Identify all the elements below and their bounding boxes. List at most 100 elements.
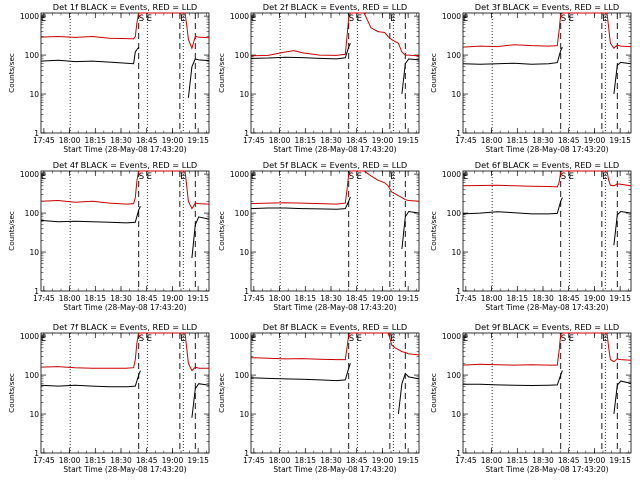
y-tick-label: 1 bbox=[244, 129, 249, 138]
chart-title: Det 1f BLACK = Events, RED = LLD bbox=[53, 2, 197, 12]
x-tick-label: 19:00 bbox=[372, 136, 394, 145]
x-tick-label: 19:15 bbox=[397, 136, 419, 145]
x-axis-label: Start Time (28-May-08 17:43:20) bbox=[273, 145, 396, 154]
x-axis-label: Start Time (28-May-08 17:43:20) bbox=[273, 303, 396, 312]
x-tick-label: 18:45 bbox=[136, 136, 158, 145]
x-tick-label: 17:45 bbox=[243, 456, 265, 465]
chart-panel-9: Det 9f BLACK = Events, RED = LLD 1 10 100 10… bbox=[429, 322, 632, 474]
event-marker-label: E bbox=[41, 172, 46, 182]
event-marker-label: E bbox=[569, 172, 574, 182]
plot-frame bbox=[462, 332, 632, 454]
x-tick-label: 18:45 bbox=[558, 136, 580, 145]
series-events-line bbox=[250, 43, 420, 95]
y-tick-label: 10 bbox=[29, 410, 39, 419]
x-tick-label: 18:45 bbox=[346, 136, 368, 145]
event-marker-label: S bbox=[139, 172, 144, 182]
event-marker-label: E bbox=[390, 172, 395, 182]
y-axis-label: Counts/sec bbox=[429, 373, 438, 413]
event-marker-label: E bbox=[147, 172, 152, 182]
x-tick-label: 19:15 bbox=[609, 294, 631, 303]
x-tick-label: 17:45 bbox=[455, 136, 477, 145]
x-tick-label: 18:45 bbox=[136, 294, 158, 303]
chart-panel-3: Det 3f BLACK = Events, RED = LLD 1 10 100 10… bbox=[429, 2, 632, 154]
x-tick-label: 18:30 bbox=[532, 294, 554, 303]
y-tick-label: 1 bbox=[244, 287, 249, 296]
event-marker-label: E bbox=[180, 172, 185, 182]
y-tick-label: 1000 bbox=[442, 332, 461, 341]
event-marker-label: S bbox=[561, 14, 566, 24]
x-tick-label: 18:30 bbox=[110, 456, 132, 465]
event-marker-label: E bbox=[180, 334, 185, 344]
y-axis-label: Counts/sec bbox=[7, 373, 16, 413]
x-tick-label: 18:15 bbox=[84, 136, 106, 145]
event-marker-label: E bbox=[357, 334, 362, 344]
event-marker-label: E bbox=[569, 14, 574, 24]
event-marker-label: E bbox=[180, 14, 185, 24]
y-tick-label: 1 bbox=[34, 129, 39, 138]
x-tick-label: 19:15 bbox=[609, 136, 631, 145]
y-tick-label: 10 bbox=[29, 90, 39, 99]
y-tick-label: 100 bbox=[235, 371, 250, 380]
event-marker-label: E bbox=[463, 14, 468, 24]
event-marker-label: E bbox=[602, 14, 607, 24]
y-tick-label: 1000 bbox=[230, 170, 249, 179]
y-tick-label: 10 bbox=[29, 248, 39, 257]
x-axis-label: Start Time (28-May-08 17:43:20) bbox=[63, 145, 186, 154]
x-tick-label: 18:00 bbox=[59, 294, 81, 303]
x-tick-label: 18:45 bbox=[346, 456, 368, 465]
event-marker-label: E bbox=[147, 14, 152, 24]
x-tick-label: 19:15 bbox=[397, 456, 419, 465]
event-marker-label: S bbox=[139, 14, 144, 24]
x-tick-label: 18:00 bbox=[481, 456, 503, 465]
y-tick-label: 10 bbox=[451, 248, 461, 257]
y-tick-label: 100 bbox=[447, 209, 462, 218]
chart-panel-4: Det 4f BLACK = Events, RED = LLD 1 10 100 10… bbox=[7, 160, 210, 312]
x-tick-label: 18:15 bbox=[294, 136, 316, 145]
x-tick-label: 19:00 bbox=[584, 136, 606, 145]
event-marker-label: E bbox=[569, 334, 574, 344]
y-tick-label: 10 bbox=[239, 90, 249, 99]
series-events-line bbox=[40, 370, 210, 418]
chart-panel-8: Det 8f BLACK = Events, RED = LLD 1 10 100 10… bbox=[217, 322, 420, 474]
plot-frame bbox=[40, 170, 210, 292]
plot-frame bbox=[250, 332, 420, 454]
y-axis-label: Counts/sec bbox=[429, 211, 438, 251]
event-marker-label: E bbox=[357, 14, 362, 24]
series-events-line bbox=[462, 46, 632, 95]
x-tick-label: 18:00 bbox=[59, 136, 81, 145]
x-tick-label: 17:45 bbox=[243, 294, 265, 303]
y-tick-label: 1 bbox=[244, 449, 249, 458]
chart-title: Det 7f BLACK = Events, RED = LLD bbox=[53, 322, 197, 332]
x-tick-label: 18:15 bbox=[506, 456, 528, 465]
x-tick-label: 18:45 bbox=[346, 294, 368, 303]
y-tick-label: 1000 bbox=[442, 170, 461, 179]
x-tick-label: 18:30 bbox=[110, 136, 132, 145]
y-axis-label: Counts/sec bbox=[217, 53, 226, 93]
x-tick-label: 19:15 bbox=[187, 294, 209, 303]
chart-title: Det 5f BLACK = Events, RED = LLD bbox=[263, 160, 407, 170]
x-tick-label: 18:30 bbox=[532, 456, 554, 465]
y-tick-label: 10 bbox=[239, 248, 249, 257]
x-tick-label: 17:45 bbox=[33, 136, 55, 145]
x-tick-label: 18:30 bbox=[320, 294, 342, 303]
x-tick-label: 18:00 bbox=[269, 136, 291, 145]
chart-panel-5: Det 5f BLACK = Events, RED = LLD 1 10 100 10… bbox=[217, 160, 420, 312]
chart-title: Det 4f BLACK = Events, RED = LLD bbox=[53, 160, 197, 170]
y-tick-label: 10 bbox=[451, 90, 461, 99]
event-marker-label: E bbox=[251, 14, 256, 24]
y-tick-label: 100 bbox=[447, 371, 462, 380]
plot-frame bbox=[40, 332, 210, 454]
y-axis-label: Counts/sec bbox=[217, 211, 226, 251]
x-tick-label: 19:00 bbox=[584, 456, 606, 465]
y-tick-label: 1000 bbox=[230, 332, 249, 341]
y-tick-label: 1000 bbox=[230, 12, 249, 21]
event-marker-label: E bbox=[602, 334, 607, 344]
series-events-line bbox=[462, 197, 632, 246]
x-tick-label: 18:15 bbox=[84, 294, 106, 303]
series-events-line bbox=[250, 196, 420, 250]
chart-panel-7: Det 7f BLACK = Events, RED = LLD 1 10 100 10… bbox=[7, 322, 210, 474]
y-tick-label: 100 bbox=[235, 209, 250, 218]
y-axis-label: Counts/sec bbox=[7, 211, 16, 251]
x-tick-label: 19:15 bbox=[187, 136, 209, 145]
y-tick-label: 1000 bbox=[20, 170, 39, 179]
